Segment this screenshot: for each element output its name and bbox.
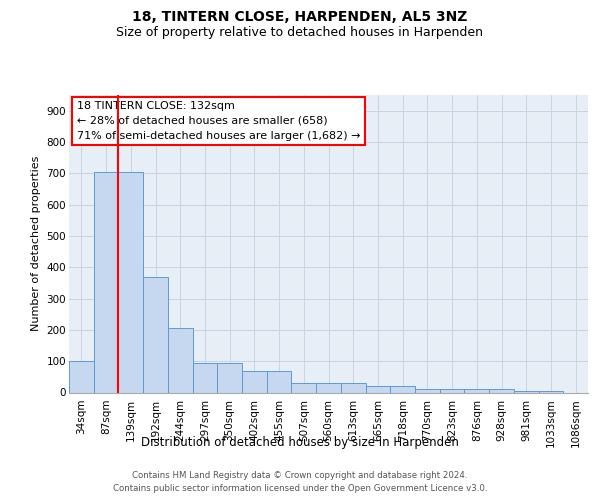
Bar [514, 391, 539, 392]
Bar [464, 390, 489, 392]
Bar [143, 276, 168, 392]
Text: 18 TINTERN CLOSE: 132sqm
← 28% of detached houses are smaller (658)
71% of semi-: 18 TINTERN CLOSE: 132sqm ← 28% of detach… [77, 101, 360, 140]
Bar [168, 328, 193, 392]
Bar [94, 172, 118, 392]
Bar [118, 172, 143, 392]
Text: Contains HM Land Registry data © Crown copyright and database right 2024.: Contains HM Land Registry data © Crown c… [132, 471, 468, 480]
Y-axis label: Number of detached properties: Number of detached properties [31, 156, 41, 332]
Bar [341, 383, 365, 392]
Bar [69, 361, 94, 392]
Bar [390, 386, 415, 392]
Bar [415, 390, 440, 392]
Bar [292, 383, 316, 392]
Bar [316, 383, 341, 392]
Bar [365, 386, 390, 392]
Bar [242, 370, 267, 392]
Bar [217, 363, 242, 392]
Text: Distribution of detached houses by size in Harpenden: Distribution of detached houses by size … [141, 436, 459, 449]
Bar [193, 363, 217, 392]
Text: Size of property relative to detached houses in Harpenden: Size of property relative to detached ho… [116, 26, 484, 39]
Text: 18, TINTERN CLOSE, HARPENDEN, AL5 3NZ: 18, TINTERN CLOSE, HARPENDEN, AL5 3NZ [133, 10, 467, 24]
Bar [539, 391, 563, 392]
Bar [267, 370, 292, 392]
Bar [489, 390, 514, 392]
Bar [440, 390, 464, 392]
Text: Contains public sector information licensed under the Open Government Licence v3: Contains public sector information licen… [113, 484, 487, 493]
